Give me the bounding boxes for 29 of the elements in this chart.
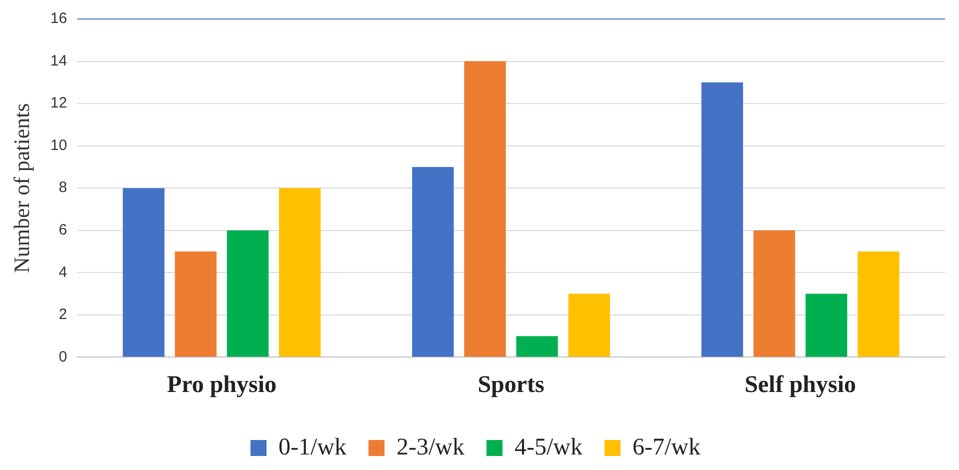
bar <box>753 230 796 357</box>
bar <box>568 294 610 357</box>
bar <box>226 230 269 357</box>
y-tick-label: 8 <box>58 179 68 196</box>
y-tick-label: 16 <box>50 10 68 28</box>
bar <box>516 336 558 357</box>
bar <box>174 252 217 357</box>
legend-label: 0-1/wk <box>278 434 347 460</box>
legend-label: 4-5/wk <box>514 434 582 460</box>
bar <box>701 82 744 357</box>
y-axis-title: Number of patients <box>8 103 34 274</box>
bar <box>858 252 900 357</box>
y-tick-label: 0 <box>58 348 68 366</box>
bar <box>122 188 164 357</box>
bar <box>412 166 454 357</box>
bar <box>464 61 506 357</box>
bar <box>279 188 321 357</box>
y-tick-label: 4 <box>58 264 68 281</box>
x-tick-label: Self physio <box>744 372 856 398</box>
x-tick-label: Sports <box>478 372 544 398</box>
x-tick-label: Pro physio <box>166 372 277 398</box>
legend-label: 2-3/wk <box>396 434 465 460</box>
y-tick-label: 14 <box>50 52 68 70</box>
bar <box>806 294 848 357</box>
y-tick-label: 6 <box>58 222 68 239</box>
legend-label: 6-7/wk <box>632 434 700 460</box>
y-tick-label: 12 <box>50 94 68 112</box>
y-tick-label: 10 <box>50 136 68 154</box>
y-tick-label: 2 <box>58 306 68 324</box>
